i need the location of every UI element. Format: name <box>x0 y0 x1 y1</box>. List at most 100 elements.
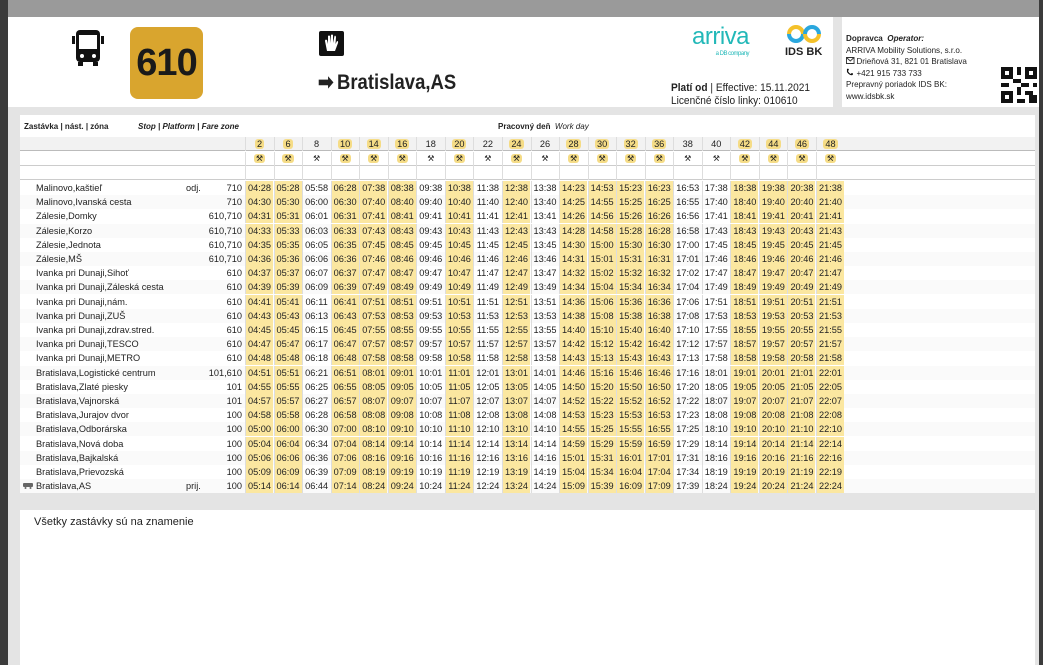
fare-zone: 100 <box>226 467 242 477</box>
departure-time: 17:58 <box>701 351 730 366</box>
departure-time: 14:07 <box>530 394 559 408</box>
table-row: Zálesie,MŠ 610,710 04:36 05:36 06:06 06:36 07:… <box>20 252 1035 266</box>
license-number: Licenčné číslo linky: 010610 <box>671 95 798 107</box>
departure-time: 21:38 <box>816 181 844 195</box>
departure-time: 18:47 <box>730 266 759 281</box>
departure-time: 14:40 <box>559 323 588 337</box>
departure-time: 21:47 <box>816 266 844 281</box>
trip-number-cell: 36 <box>644 137 673 151</box>
stop-name: Ivanka pri Dunaji,zdrav.stred. <box>36 325 155 335</box>
departure-time: 13:07 <box>501 394 530 408</box>
departure-time: 14:42 <box>559 337 588 352</box>
departure-time: 14:59 <box>559 436 588 451</box>
departure-time: 22:16 <box>816 450 844 465</box>
departure-time: 06:47 <box>330 337 359 352</box>
trip-number-cell: 16 <box>387 137 416 151</box>
workday-hammer-icon: ⚒ <box>596 154 608 163</box>
departure-time: 07:40 <box>359 195 388 210</box>
departure-time: 17:49 <box>701 280 730 295</box>
stop-name: Malinovo,Ivanská cesta <box>36 197 132 208</box>
workday-cell: ⚒ <box>787 152 815 166</box>
departure-time: 21:43 <box>816 223 844 238</box>
departure-time: 13:05 <box>501 379 530 394</box>
table-row: Ivanka pri Dunaji,nám. 610 04:41 05:41 06:11… <box>20 294 1035 309</box>
departure-time: 21:24 <box>787 479 816 494</box>
departure-time: 15:08 <box>587 308 616 323</box>
departure-time: 12:49 <box>501 280 530 295</box>
qr-code[interactable] <box>1001 67 1037 103</box>
workday-cell: ⚒ <box>559 152 587 166</box>
bus-icon <box>23 483 33 490</box>
departure-time: 13:58 <box>530 351 559 366</box>
departure-time: 13:46 <box>530 252 559 266</box>
departure-time: 15:59 <box>616 436 645 451</box>
departure-time: 11:24 <box>444 479 473 494</box>
fare-zone: 610 <box>226 310 242 321</box>
departure-time: 11:05 <box>444 379 473 394</box>
fare-zone: 610 <box>226 268 242 279</box>
departure-time: 09:08 <box>387 408 416 423</box>
trip-number-cell: 30 <box>587 137 616 151</box>
day-type-en: Work day <box>554 122 589 131</box>
departure-time: 08:19 <box>359 465 388 479</box>
bus-icon <box>72 30 104 66</box>
departure-time: 04:36 <box>245 252 273 266</box>
departure-time: 13:55 <box>530 323 559 337</box>
departure-time: 15:50 <box>616 379 645 394</box>
departure-time: 18:10 <box>701 422 730 437</box>
departure-time: 15:34 <box>587 465 616 479</box>
departure-time: 06:04 <box>273 436 302 451</box>
fare-zone: 610,710 <box>208 254 242 264</box>
departure-time: 17:29 <box>673 436 701 451</box>
departure-time: 06:35 <box>330 237 359 252</box>
departure-time: 20:14 <box>758 436 787 451</box>
departure-time: 05:51 <box>273 365 302 380</box>
departure-time: 08:14 <box>359 436 388 451</box>
departure-time: 14:38 <box>559 308 588 323</box>
destination: ➡ Bratislava,AS <box>318 70 456 95</box>
departure-time: 06:21 <box>302 365 330 380</box>
departure-time: 14:14 <box>530 436 559 451</box>
table-row: Bratislava,Nová doba 100 05:04 06:04 06:34 07… <box>20 436 1035 451</box>
departure-time: 06:39 <box>302 465 330 479</box>
stop-name: Bratislava,Bajkalská <box>36 452 119 463</box>
departure-time: 19:49 <box>758 280 787 295</box>
departure-time: 15:40 <box>616 323 645 337</box>
departure-time: 09:53 <box>416 308 444 323</box>
arriva-logo-text: arriva <box>692 23 750 50</box>
trip-number-cell: 6 <box>273 137 302 151</box>
departure-time: 08:49 <box>387 280 416 295</box>
departure-time: 09:46 <box>416 252 444 266</box>
departure-time: 08:07 <box>359 394 388 408</box>
departure-time: 08:40 <box>387 195 416 210</box>
departure-time: 17:10 <box>673 323 701 337</box>
departure-time: 19:05 <box>730 379 759 394</box>
empty-cell <box>758 166 787 180</box>
departure-time: 18:01 <box>701 365 730 380</box>
workday-cell: ⚒ <box>416 152 444 166</box>
empty-cell <box>730 166 758 180</box>
departure-time: 13:45 <box>530 237 559 252</box>
departure-time: 17:06 <box>673 294 701 309</box>
table-row: Bratislava,Zlaté piesky 101 04:55 05:55 06:2… <box>20 379 1035 394</box>
departure-time: 05:36 <box>273 252 302 266</box>
departure-time: 12:57 <box>501 337 530 352</box>
departure-time: 17:09 <box>644 479 673 494</box>
departure-time: 12:40 <box>501 195 530 210</box>
departure-time: 15:00 <box>587 237 616 252</box>
departure-time: 16:30 <box>644 237 673 252</box>
workday-cell: ⚒ <box>673 152 701 166</box>
departure-time: 11:58 <box>473 351 501 366</box>
workday-hammer-icon: ⚒ <box>427 154 435 163</box>
departure-time: 11:46 <box>473 252 501 266</box>
operator-url[interactable]: www.idsbk.sk <box>846 90 895 101</box>
departure-time: 19:45 <box>758 237 787 252</box>
departure-time: 06:05 <box>302 237 330 252</box>
arrow-right-icon: ➡ <box>318 71 334 94</box>
departure-time: 17:04 <box>673 280 701 295</box>
departure-time: 05:00 <box>245 422 273 437</box>
departure-time: 04:45 <box>245 323 273 337</box>
departure-time: 06:17 <box>302 337 330 352</box>
workday-cell: ⚒ <box>245 152 273 166</box>
trip-number: 8 <box>314 139 320 149</box>
